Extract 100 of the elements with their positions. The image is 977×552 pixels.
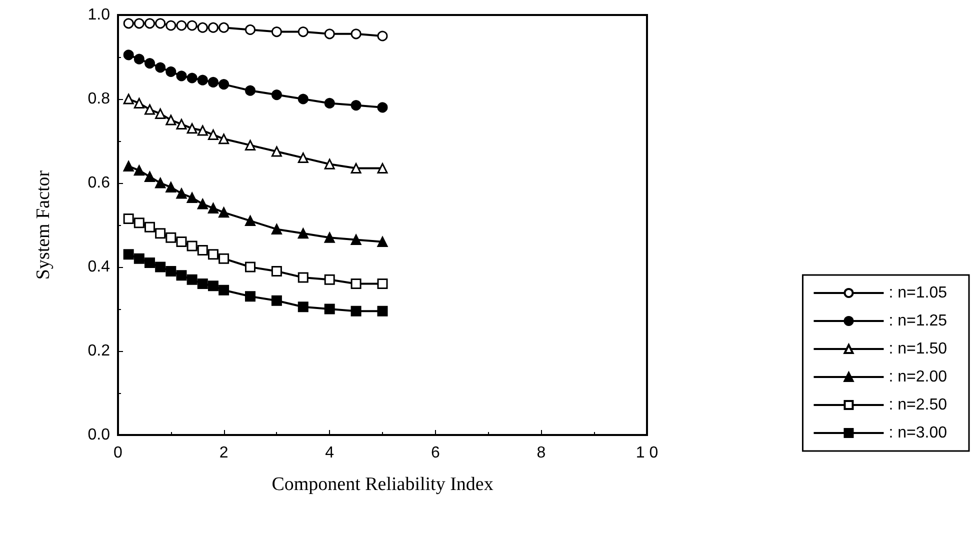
point xyxy=(324,158,335,170)
point xyxy=(166,232,176,243)
point xyxy=(377,163,388,174)
legend-label: : n=1.50 xyxy=(888,340,948,358)
point xyxy=(176,118,187,130)
point xyxy=(155,178,166,188)
point xyxy=(350,100,362,111)
point xyxy=(176,270,187,281)
point xyxy=(218,79,230,90)
point xyxy=(123,18,134,29)
y-tick-label: 0.6 xyxy=(88,174,110,192)
point xyxy=(186,192,198,203)
point xyxy=(144,171,155,182)
point xyxy=(176,236,187,248)
point xyxy=(123,160,134,172)
point xyxy=(144,18,155,29)
point xyxy=(186,20,198,31)
point xyxy=(377,102,388,113)
point xyxy=(377,30,388,42)
y-tick-label: 0.8 xyxy=(88,90,110,108)
point xyxy=(176,188,187,199)
x-tick-label: 4 xyxy=(325,444,334,462)
point xyxy=(245,262,256,272)
point xyxy=(271,295,282,306)
point xyxy=(144,222,155,232)
point xyxy=(134,218,144,228)
point xyxy=(218,22,230,33)
legend-label: : n=2.00 xyxy=(888,368,948,386)
point xyxy=(176,70,187,82)
point xyxy=(144,258,155,268)
point xyxy=(144,104,155,115)
point xyxy=(350,234,362,245)
y-axis-title: System Factor xyxy=(33,170,54,280)
point xyxy=(197,125,208,136)
point xyxy=(134,253,144,264)
point xyxy=(271,266,282,276)
x-tick-label: 8 xyxy=(536,444,546,462)
point xyxy=(155,18,166,29)
point xyxy=(324,274,335,285)
legend-label: : n=1.05 xyxy=(888,284,948,302)
point xyxy=(197,74,208,86)
point xyxy=(218,284,230,296)
point xyxy=(123,249,134,260)
point xyxy=(134,54,144,64)
point xyxy=(134,98,144,108)
point xyxy=(350,28,362,40)
point xyxy=(298,26,308,38)
point xyxy=(186,123,198,134)
point xyxy=(155,62,166,73)
point xyxy=(218,207,230,218)
x-tick-label: 6 xyxy=(430,444,440,462)
point xyxy=(324,28,335,40)
point xyxy=(208,76,218,88)
legend-label: : n=2.50 xyxy=(888,396,948,414)
point xyxy=(324,98,335,108)
point xyxy=(377,306,388,316)
legend-label: : n=3.00 xyxy=(888,424,948,442)
point xyxy=(377,236,388,248)
point xyxy=(123,94,134,104)
point xyxy=(176,20,187,31)
y-tick-label: 0.2 xyxy=(88,342,110,360)
y-tick-label: 0.0 xyxy=(88,426,110,444)
point xyxy=(271,146,282,157)
point xyxy=(324,304,335,314)
point xyxy=(245,85,256,96)
point xyxy=(245,24,256,35)
point xyxy=(166,114,176,126)
point xyxy=(245,216,256,226)
point xyxy=(186,274,198,285)
point xyxy=(298,228,308,239)
point xyxy=(350,278,362,290)
point xyxy=(208,249,218,260)
point xyxy=(218,253,230,264)
point xyxy=(197,22,208,33)
point xyxy=(186,240,198,252)
point xyxy=(298,94,308,104)
y-tick-label: 1.0 xyxy=(88,6,110,24)
point xyxy=(123,50,134,60)
point xyxy=(218,134,230,144)
point xyxy=(166,20,176,31)
point xyxy=(197,244,208,256)
point xyxy=(350,306,362,316)
point xyxy=(271,224,282,234)
point xyxy=(134,18,144,29)
point xyxy=(298,272,308,283)
point xyxy=(245,291,256,302)
point xyxy=(377,278,388,290)
point xyxy=(324,232,335,243)
point xyxy=(197,278,208,290)
point xyxy=(208,22,218,33)
x-axis-title: Component Reliability Index xyxy=(272,474,494,495)
point xyxy=(186,72,198,84)
point xyxy=(155,262,166,272)
point xyxy=(134,165,144,176)
point xyxy=(166,182,176,192)
point xyxy=(155,228,166,239)
point xyxy=(245,140,256,150)
point xyxy=(208,129,218,140)
point xyxy=(350,163,362,174)
point xyxy=(298,152,308,164)
